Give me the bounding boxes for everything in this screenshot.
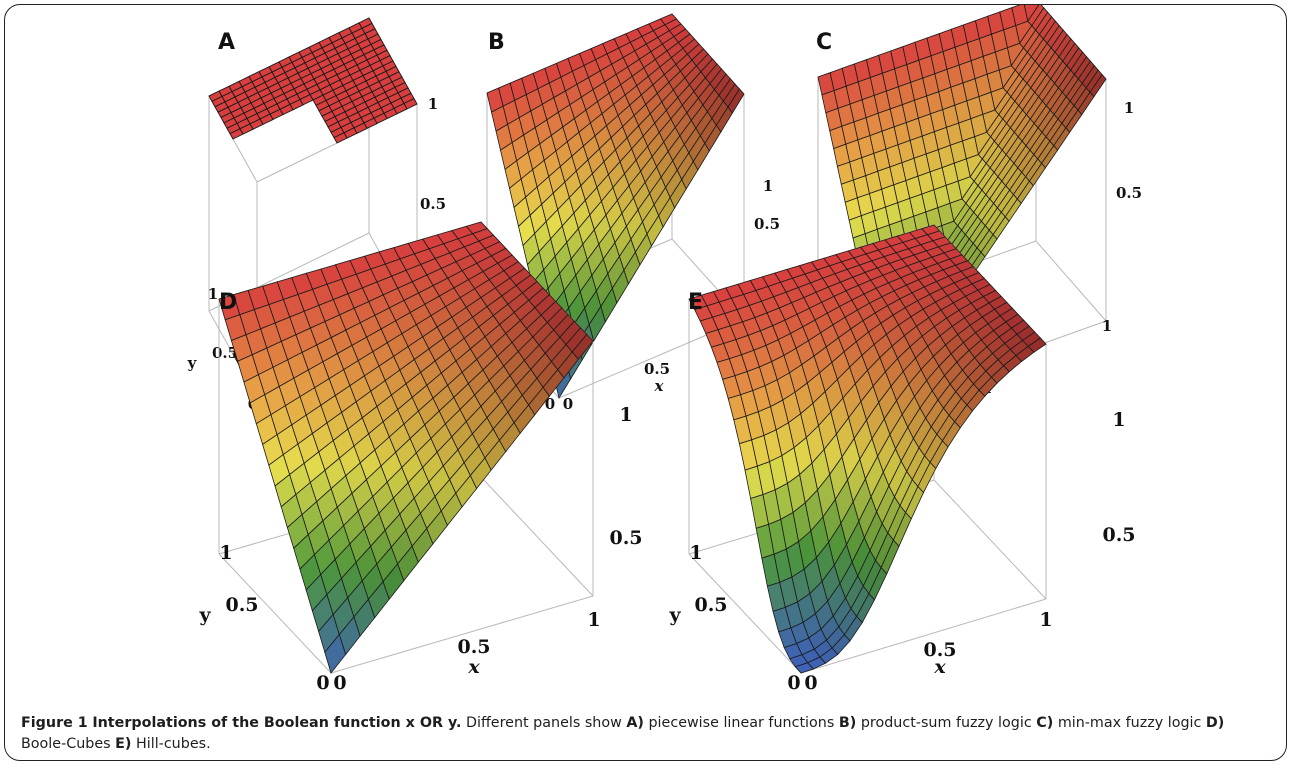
y-axis-label: y <box>198 604 211 626</box>
figure-panels: A 0 0.5 1 x 0 0.5 1 y 0.5 1 B 0 0.5 1 x 0 0.5 1 y 0.5 1 C 0 0.5 1… <box>187 5 1142 694</box>
caption-text-e: Hill-cubes. <box>136 735 211 752</box>
x-tick-label: 0 <box>333 672 346 694</box>
caption-text-b: product-sum fuzzy logic <box>860 715 1032 731</box>
y-tick-label: 0.5 <box>212 344 238 362</box>
z-tick-label: 0.5 <box>754 215 780 233</box>
y-tick-label: 0 <box>787 672 800 694</box>
z-tick-label: 1 <box>763 177 773 195</box>
x-tick-label: 0.5 <box>923 639 956 661</box>
panel-d: D 0 0.5 1 x 0 0.5 1 y 0.5 1 <box>198 221 643 694</box>
y-tick-label: 1 <box>689 542 702 564</box>
x-tick-label: 0.5 <box>644 360 670 378</box>
x-axis-label: x <box>467 656 480 678</box>
caption-key-b: B) <box>838 715 857 731</box>
y-tick-label: 1 <box>208 285 218 303</box>
z-tick-label: 0.5 <box>1116 184 1142 202</box>
panel-letter: A <box>218 30 235 55</box>
y-tick-label: 0.5 <box>225 594 258 616</box>
caption-text-a: piecewise linear functions <box>648 715 835 731</box>
x-tick-label: 0.5 <box>457 636 490 658</box>
y-tick-label: 0 <box>316 672 329 694</box>
panel-letter: E <box>688 290 703 315</box>
y-tick-label: 0 <box>545 395 555 413</box>
caption-key-e: E) <box>115 735 132 752</box>
z-tick-label: 1 <box>619 404 632 426</box>
surface-mesh <box>688 224 1047 674</box>
figure-frame: A 0 0.5 1 x 0 0.5 1 y 0.5 1 B 0 0.5 1 x 0 0.5 1 y 0.5 1 C 0 0.5 1… <box>4 4 1287 761</box>
x-axis-label: x <box>933 656 946 678</box>
y-tick-label: 0.5 <box>694 594 727 616</box>
y-axis-label: y <box>187 354 198 372</box>
z-tick-label: 0.5 <box>609 527 642 549</box>
x-axis-label: x <box>654 377 665 395</box>
surface-mesh <box>218 221 594 674</box>
figure-caption: Figure 1 Interpolations of the Boolean f… <box>21 713 1271 754</box>
panel-letter: D <box>219 290 237 315</box>
caption-text-c: min-max fuzzy logic <box>1057 715 1202 731</box>
caption-key-d: D) <box>1205 715 1225 731</box>
panel-e: E 0 0.5 1 x 0 0.5 1 y 0.5 1 <box>668 224 1136 694</box>
x-tick-label: 0 <box>804 672 817 694</box>
caption-key-c: C) <box>1036 715 1054 731</box>
z-tick-label: 0.5 <box>1102 524 1135 546</box>
caption-intro: Different panels show <box>465 715 622 731</box>
panel-letter: C <box>816 30 832 55</box>
panel-letter: B <box>488 30 505 55</box>
caption-label: Figure 1 <box>21 715 88 731</box>
x-tick-label: 1 <box>1102 317 1112 335</box>
x-tick-label: 1 <box>587 609 600 631</box>
y-tick-label: 1 <box>219 542 232 564</box>
z-tick-label: 1 <box>1124 99 1134 117</box>
x-tick-label: 0 <box>563 395 573 413</box>
caption-key-a: A) <box>626 715 644 731</box>
z-tick-label: 0.5 <box>420 195 446 213</box>
y-axis-label: y <box>668 604 681 626</box>
x-tick-label: 1 <box>1039 609 1052 631</box>
caption-title: Interpolations of the Boolean function x… <box>92 715 462 731</box>
caption-text-d: Boole-Cubes <box>21 735 111 752</box>
z-tick-label: 1 <box>428 95 438 113</box>
z-tick-label: 1 <box>1112 409 1125 431</box>
